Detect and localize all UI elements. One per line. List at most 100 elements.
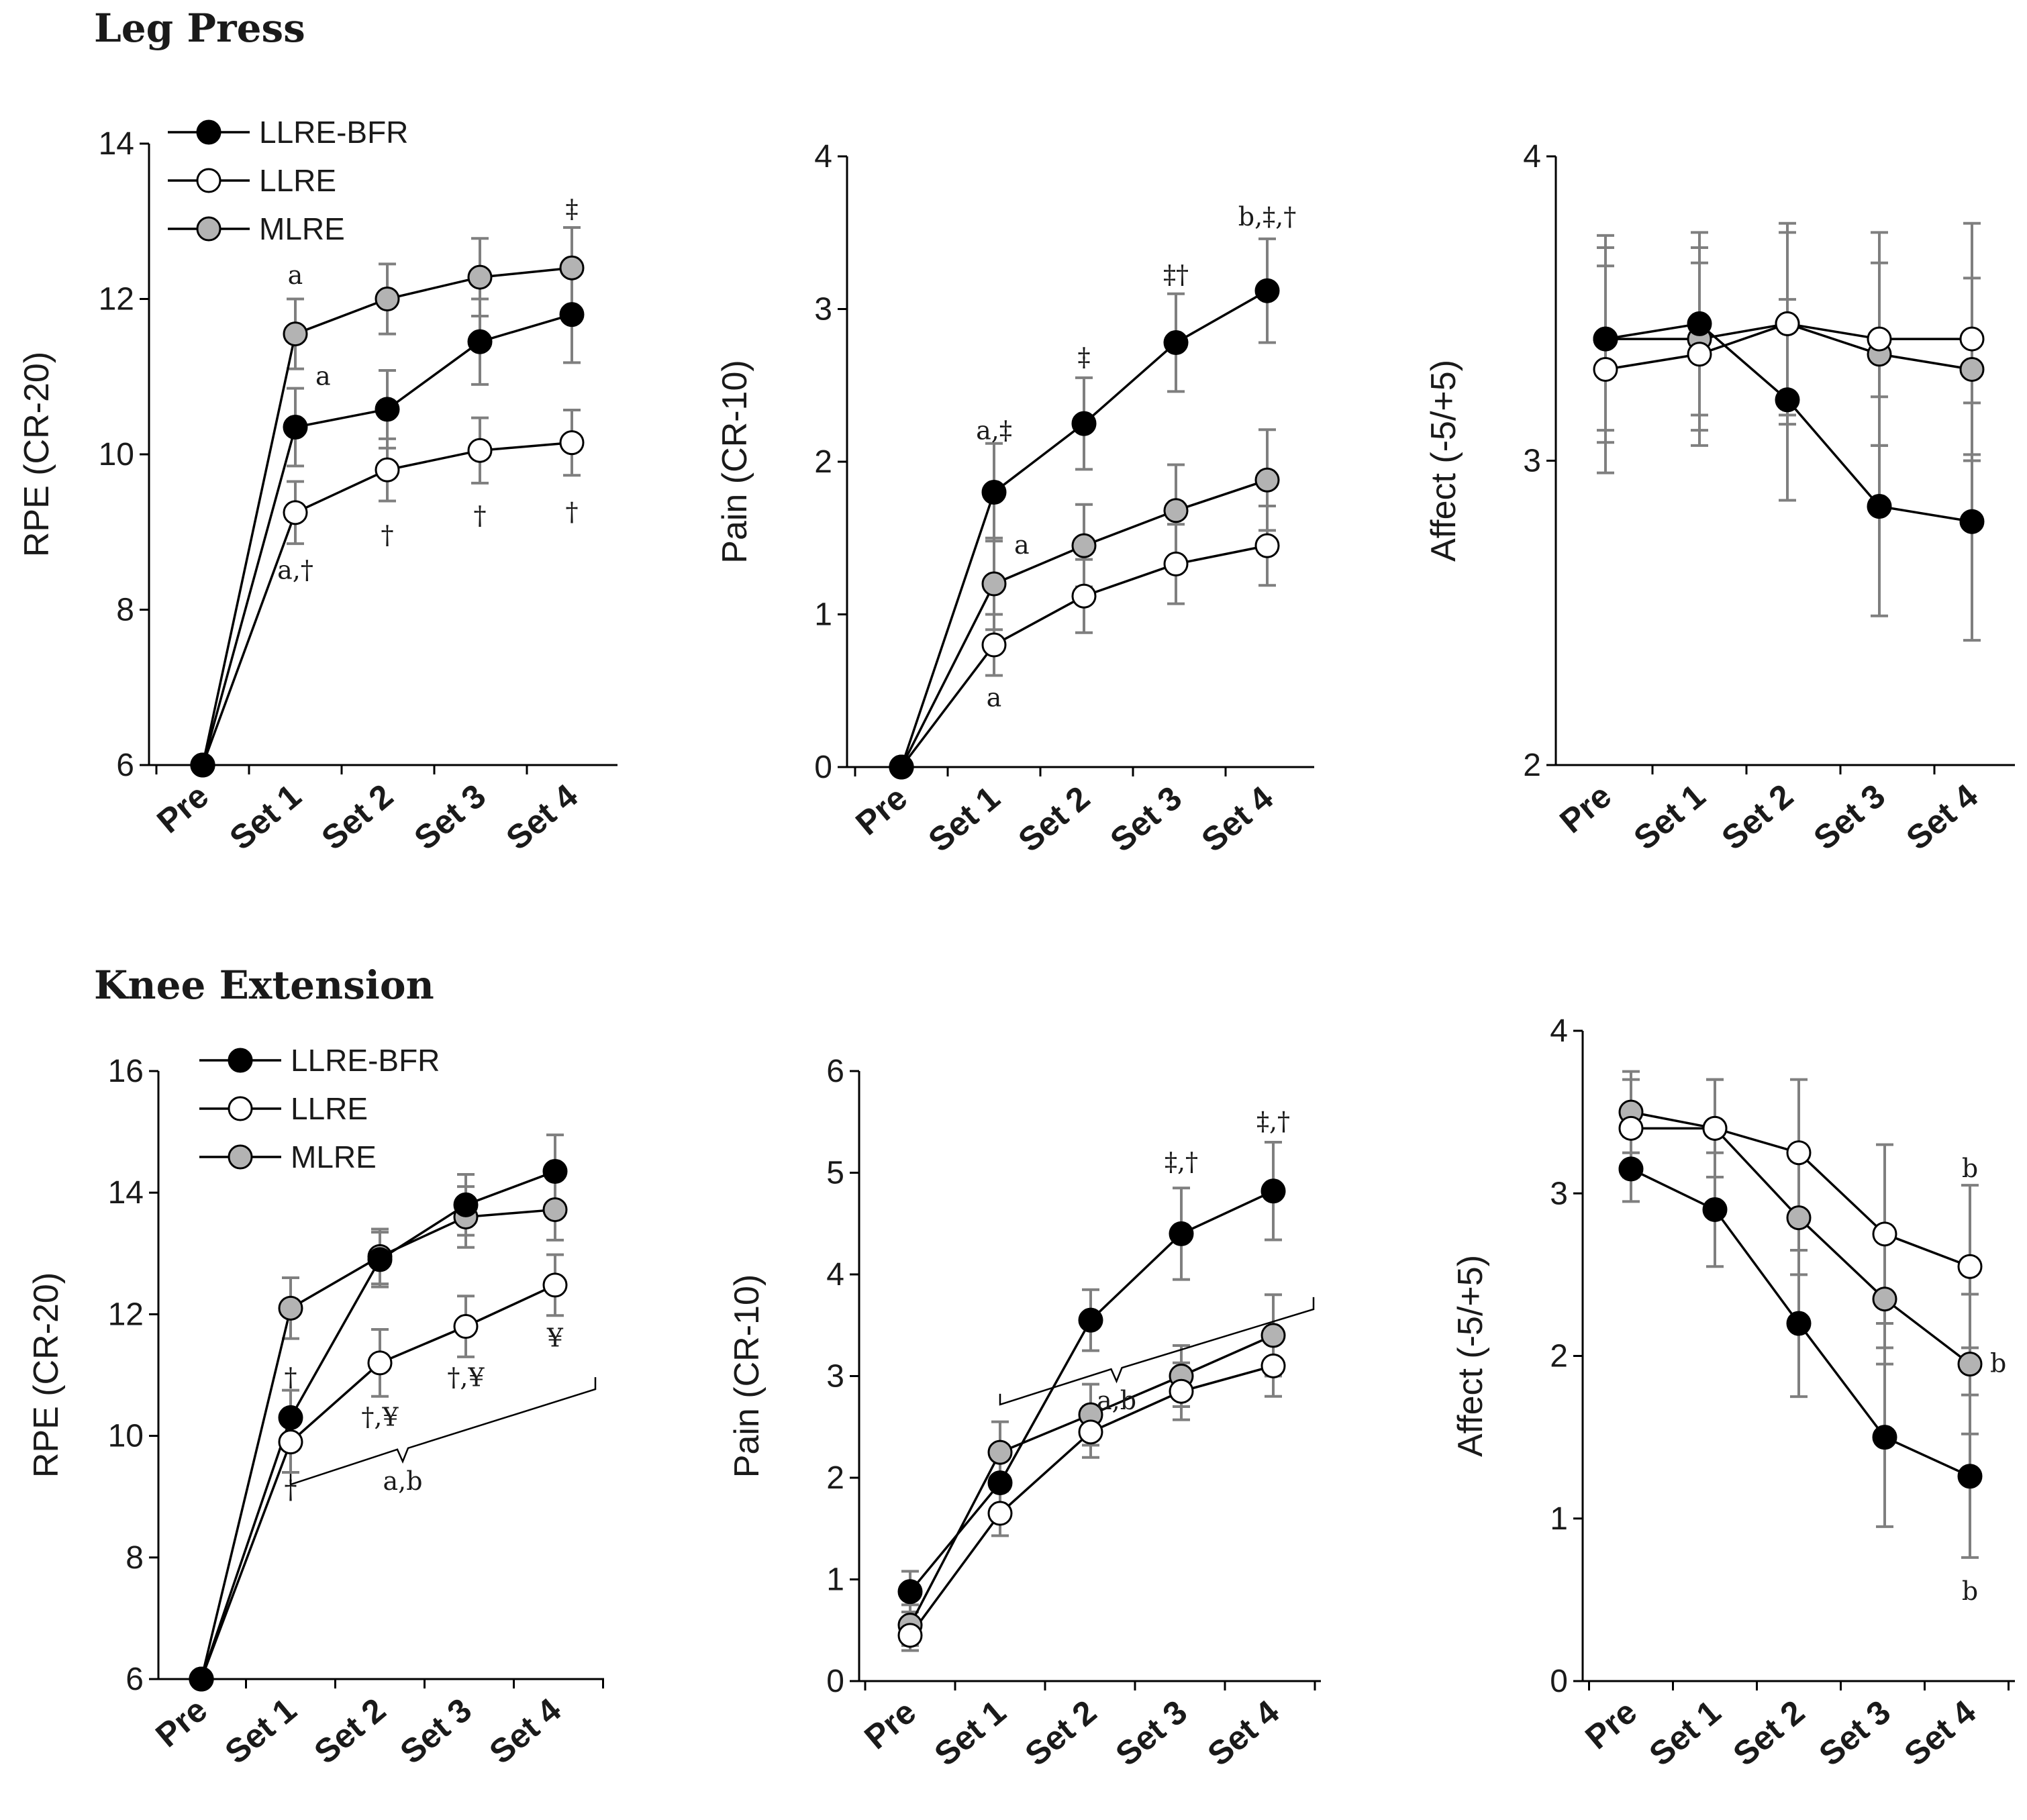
error-bars-llre-bfr bbox=[287, 264, 581, 468]
y-tick-label: 2 bbox=[826, 1460, 844, 1496]
point-mlre-set-2 bbox=[1786, 1205, 1812, 1231]
x-tick-label-set-2: Set 2 bbox=[1011, 779, 1097, 860]
point-llre-bfr-pre bbox=[1593, 326, 1618, 352]
lp-pain-chart: 0 1 2 3 4 Pre Set 1 Set 2 Set 3 Set 4 Pain (CR-10)… bbox=[715, 139, 1314, 859]
y-tick-label: 4 bbox=[814, 139, 832, 174]
x-tick-label-set-4: Set 4 bbox=[1201, 1692, 1287, 1773]
error-bars-llre bbox=[901, 1333, 1282, 1652]
y-tick-label: 8 bbox=[126, 1540, 144, 1576]
x-tick-label-pre: Pre bbox=[857, 1693, 923, 1757]
point-llre-bfr-pre bbox=[1618, 1156, 1644, 1182]
legend-marker bbox=[196, 216, 221, 242]
legend-item-mlre: MLRE bbox=[168, 211, 345, 246]
point-llre-bfr-set-4 bbox=[1260, 1178, 1286, 1204]
y-tick-label: 12 bbox=[99, 282, 134, 317]
point-llre-bfr-set-4 bbox=[542, 1158, 568, 1184]
x-tick-label-set-3: Set 3 bbox=[1807, 777, 1893, 858]
legend-label: LLRE bbox=[259, 163, 336, 198]
x-tick-label-set-1: Set 1 bbox=[1627, 777, 1713, 858]
point-mlre-set-4 bbox=[559, 255, 585, 281]
point-mlre-set-4 bbox=[1959, 356, 1985, 382]
x-tick-label-set-3: Set 3 bbox=[1109, 1693, 1195, 1774]
point-llre-bfr-set-3 bbox=[467, 329, 493, 354]
significance-annotation: †,¥ bbox=[447, 1363, 485, 1393]
legend-marker bbox=[196, 119, 221, 145]
point-mlre-set-3 bbox=[1872, 1286, 1897, 1312]
y-tick-label: 1 bbox=[1550, 1501, 1568, 1537]
point-llre-bfr-set-3 bbox=[1872, 1425, 1897, 1450]
significance-annotation: b,‡,† bbox=[1238, 202, 1296, 232]
legend-label: LLRE-BFR bbox=[291, 1043, 440, 1078]
point-llre-set-3 bbox=[1163, 551, 1189, 576]
point-llre-set-1 bbox=[1702, 1115, 1728, 1141]
legend-marker bbox=[228, 1096, 253, 1121]
y-tick-label: 10 bbox=[108, 1419, 144, 1454]
error-bars-mlre bbox=[287, 226, 581, 370]
y-axis-title: Affect (-5/+5) bbox=[1424, 360, 1463, 562]
point-llre-bfr-set-2 bbox=[375, 397, 400, 422]
point-llre-bfr-set-4 bbox=[1254, 278, 1280, 303]
point-llre-bfr-set-2 bbox=[1775, 387, 1800, 413]
legend-label: LLRE bbox=[291, 1091, 368, 1126]
point-llre-bfr-set-1 bbox=[987, 1470, 1013, 1496]
y-tick-label: 0 bbox=[826, 1664, 844, 1699]
significance-annotation: ‡,† bbox=[1165, 1147, 1198, 1176]
significance-annotation: ‡ bbox=[566, 194, 579, 223]
ke-rpe-chart: 6 8 10 12 14 16 Pre Set 1 Set 2 Set 3 Set 4 RPE (CR… bbox=[27, 1043, 604, 1771]
y-tick-label: 6 bbox=[826, 1054, 844, 1089]
point-mlre-set-4 bbox=[542, 1197, 568, 1223]
point-llre-set-3 bbox=[453, 1314, 479, 1339]
point-llre-set-4 bbox=[1260, 1353, 1286, 1378]
point-llre-set-1 bbox=[987, 1501, 1013, 1526]
point-llre-bfr-set-3 bbox=[453, 1192, 479, 1217]
significance-annotation: a,‡ bbox=[976, 416, 1012, 446]
y-tick-label: 2 bbox=[814, 444, 832, 480]
point-llre-bfr-set-2 bbox=[1078, 1307, 1103, 1333]
point-llre-set-2 bbox=[1775, 311, 1800, 336]
point-llre-bfr-pre bbox=[190, 752, 215, 778]
significance-annotation: a,† bbox=[277, 556, 313, 585]
point-llre-bfr-set-4 bbox=[559, 302, 585, 327]
legend-marker bbox=[228, 1048, 253, 1073]
point-llre-set-1 bbox=[981, 632, 1007, 658]
x-tick-label-set-1: Set 1 bbox=[922, 779, 1007, 860]
legend-item-llre: LLRE bbox=[168, 163, 336, 198]
x-tick-label-pre: Pre bbox=[848, 779, 914, 843]
error-bars-llre-bfr bbox=[1622, 1135, 1979, 1559]
error-bars-llre bbox=[282, 1253, 564, 1474]
bracket-annotation: a,b bbox=[383, 1466, 422, 1496]
legend-marker bbox=[196, 168, 221, 193]
point-llre-set-3 bbox=[1872, 1221, 1897, 1247]
point-llre-set-1 bbox=[278, 1429, 303, 1455]
point-llre-set-4 bbox=[1254, 533, 1280, 558]
legend-label: MLRE bbox=[291, 1140, 377, 1174]
point-mlre-set-1 bbox=[987, 1439, 1013, 1465]
point-llre-set-3 bbox=[1169, 1378, 1194, 1404]
y-axis-title: RPE (CR-20) bbox=[27, 1272, 66, 1478]
series-line-mlre bbox=[200, 1208, 556, 1680]
x-tick-label-pre: Pre bbox=[150, 777, 215, 841]
point-llre-pre bbox=[1618, 1115, 1644, 1141]
point-llre-bfr-set-3 bbox=[1163, 330, 1189, 356]
significance-annotation: † bbox=[285, 1363, 297, 1393]
point-llre-set-3 bbox=[1867, 326, 1892, 352]
significance-annotation: a bbox=[315, 361, 331, 391]
y-axis-title: Pain (CR-10) bbox=[728, 1274, 767, 1478]
point-llre-set-2 bbox=[375, 457, 400, 483]
y-tick-label: 4 bbox=[1550, 1013, 1568, 1049]
legend-item-llre-bfr: LLRE-BFR bbox=[199, 1043, 440, 1078]
y-tick-label: 14 bbox=[108, 1175, 144, 1211]
x-tick-label-set-4: Set 4 bbox=[483, 1690, 568, 1771]
legend-label: MLRE bbox=[259, 211, 345, 246]
point-mlre-set-3 bbox=[1163, 498, 1189, 523]
point-llre-bfr-set-1 bbox=[1687, 311, 1712, 336]
significance-bracket bbox=[999, 1297, 1315, 1406]
significance-annotation: b bbox=[1962, 1154, 1978, 1183]
legend-marker bbox=[228, 1144, 253, 1170]
point-llre-bfr-pre bbox=[889, 754, 914, 780]
significance-annotation: † bbox=[381, 521, 394, 550]
point-mlre-set-1 bbox=[981, 571, 1007, 597]
